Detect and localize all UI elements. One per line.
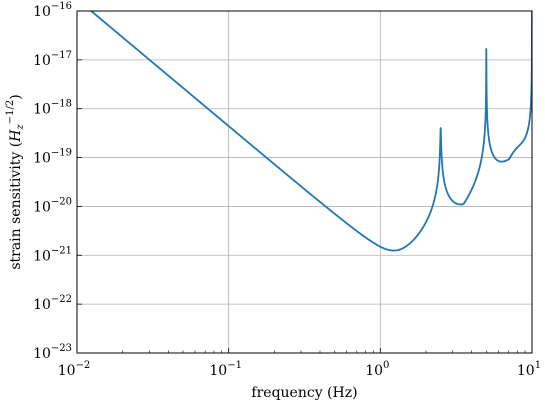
x-axis-label: frequency (Hz) bbox=[251, 385, 357, 401]
y-tick-label: 10−19 bbox=[33, 148, 72, 167]
x-tick-label: 10−1 bbox=[209, 360, 242, 379]
x-tick-labels: 10−2 10−1 100 101 bbox=[58, 360, 541, 379]
y-tick-label: 10−18 bbox=[33, 99, 72, 118]
y-tick-labels: 10−23 10−22 10−21 10−20 10−19 10−18 10−17 10−16 bbox=[33, 1, 72, 362]
y-tick-label: 10−23 bbox=[33, 343, 72, 362]
y-axis-label: strain sensitivity (Hz−1/2) bbox=[5, 94, 26, 269]
series-line bbox=[90, 11, 532, 252]
y-axis-label-sub: z bbox=[15, 124, 26, 131]
y-tick-label: 10−17 bbox=[33, 50, 72, 69]
y-axis-label-var: H bbox=[8, 129, 24, 143]
x-tick-label: 10−2 bbox=[58, 360, 91, 379]
x-tick-label: 101 bbox=[517, 360, 541, 379]
x-tick-label: 100 bbox=[365, 360, 389, 379]
y-tick-label: 10−16 bbox=[33, 1, 72, 20]
y-tick-label: 10−20 bbox=[33, 196, 72, 215]
series-group bbox=[90, 11, 532, 252]
tick-marks bbox=[76, 10, 533, 354]
y-axis-label-prefix: strain sensitivity ( bbox=[8, 142, 24, 270]
y-tick-label: 10−22 bbox=[33, 294, 72, 313]
y-tick-label: 10−21 bbox=[33, 245, 72, 264]
y-axis-label-suffix: ) bbox=[8, 94, 24, 99]
y-axis-label-sup: −1/2 bbox=[5, 100, 16, 124]
plot-frame bbox=[76, 10, 533, 354]
grid-lines bbox=[76, 10, 533, 354]
